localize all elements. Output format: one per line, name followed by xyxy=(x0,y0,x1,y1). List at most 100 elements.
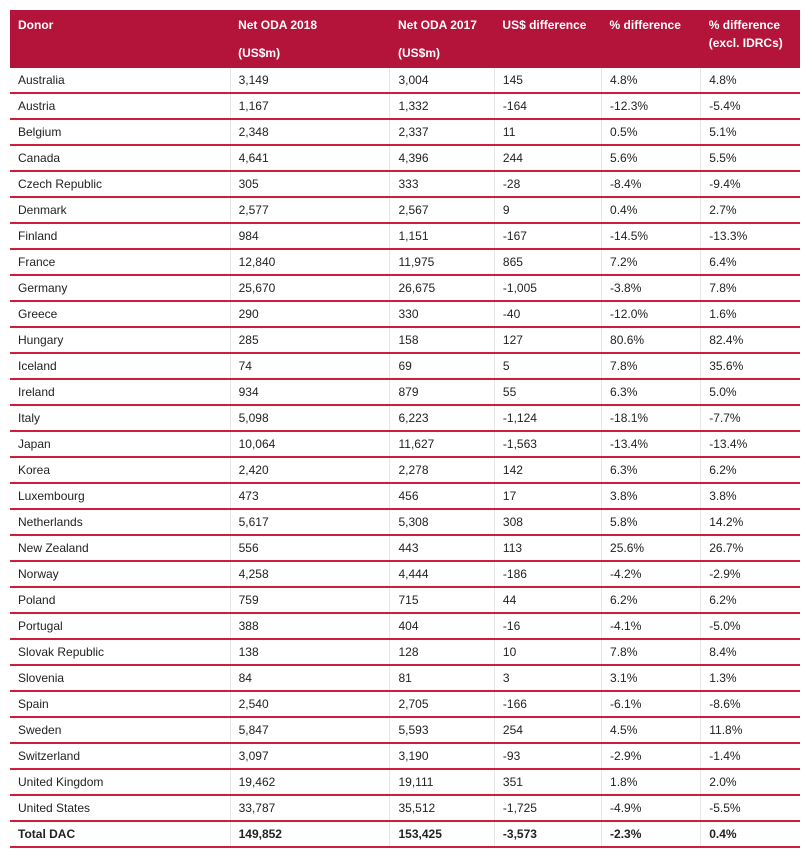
cell-value: 2,577 xyxy=(230,197,390,223)
table-row: Hungary28515812780.6%82.4% xyxy=(10,327,800,353)
cell-donor: Slovak Republic xyxy=(10,639,230,665)
cell-value: 4,444 xyxy=(390,561,494,587)
table-row: Poland759715446.2%6.2% xyxy=(10,587,800,613)
header-row: Donor Net ODA 2018 (US$m) Net ODA 2017 (… xyxy=(10,10,800,68)
cell-value: 330 xyxy=(390,301,494,327)
cell-donor: United Kingdom xyxy=(10,769,230,795)
cell-donor: Portugal xyxy=(10,613,230,639)
table-row: France12,84011,9758657.2%6.4% xyxy=(10,249,800,275)
table-row: Portugal388404-16-4.1%-5.0% xyxy=(10,613,800,639)
col-header-pct-diff: % difference xyxy=(602,10,701,68)
cell-value: -4.1% xyxy=(602,613,701,639)
cell-value: -5.0% xyxy=(701,613,800,639)
cell-donor: Canada xyxy=(10,145,230,171)
table-row: Iceland746957.8%35.6% xyxy=(10,353,800,379)
cell-value: 2,348 xyxy=(230,119,390,145)
cell-value: 2,567 xyxy=(390,197,494,223)
cell-value: 759 xyxy=(230,587,390,613)
col-header-donor: Donor xyxy=(10,10,230,68)
cell-value: -18.1% xyxy=(602,405,701,431)
col-label: % difference xyxy=(610,18,681,32)
cell-value: 7.2% xyxy=(602,249,701,275)
cell-value: 290 xyxy=(230,301,390,327)
cell-donor: France xyxy=(10,249,230,275)
cell-value: 3,004 xyxy=(390,68,494,93)
col-label: Net ODA 2017 xyxy=(398,18,477,32)
cell-value: 149,852 xyxy=(230,821,390,847)
table-row: Czech Republic305333-28-8.4%-9.4% xyxy=(10,171,800,197)
cell-value: 153,425 xyxy=(390,821,494,847)
cell-value: 3,190 xyxy=(390,743,494,769)
cell-value: 404 xyxy=(390,613,494,639)
cell-value: 1.3% xyxy=(701,665,800,691)
cell-value: 285 xyxy=(230,327,390,353)
cell-value: -3.8% xyxy=(602,275,701,301)
cell-value: -164 xyxy=(494,93,601,119)
cell-value: 35,512 xyxy=(390,795,494,821)
cell-value: 158 xyxy=(390,327,494,353)
cell-value: 351 xyxy=(494,769,601,795)
cell-value: 1,151 xyxy=(390,223,494,249)
cell-value: 6.2% xyxy=(701,457,800,483)
cell-value: -4.2% xyxy=(602,561,701,587)
col-header-pct-excl: % difference (excl. IDRCs) xyxy=(701,10,800,68)
table-row: Norway4,2584,444-186-4.2%-2.9% xyxy=(10,561,800,587)
col-label: Net ODA 2018 xyxy=(238,18,317,32)
cell-value: 7.8% xyxy=(701,275,800,301)
oda-table: Donor Net ODA 2018 (US$m) Net ODA 2017 (… xyxy=(10,10,800,848)
cell-value: 984 xyxy=(230,223,390,249)
cell-value: -1,124 xyxy=(494,405,601,431)
cell-donor: Belgium xyxy=(10,119,230,145)
table-row: Denmark2,5772,56790.4%2.7% xyxy=(10,197,800,223)
cell-value: 4.5% xyxy=(602,717,701,743)
cell-value: -4.9% xyxy=(602,795,701,821)
cell-value: 4.8% xyxy=(602,68,701,93)
cell-value: -6.1% xyxy=(602,691,701,717)
cell-value: 3.1% xyxy=(602,665,701,691)
table-row: Slovak Republic138128107.8%8.4% xyxy=(10,639,800,665)
cell-value: -28 xyxy=(494,171,601,197)
cell-donor: Iceland xyxy=(10,353,230,379)
cell-value: 254 xyxy=(494,717,601,743)
cell-value: 11,975 xyxy=(390,249,494,275)
table-row: Korea2,4202,2781426.3%6.2% xyxy=(10,457,800,483)
cell-value: 6.2% xyxy=(602,587,701,613)
cell-value: 69 xyxy=(390,353,494,379)
cell-value: 74 xyxy=(230,353,390,379)
col-header-2018: Net ODA 2018 (US$m) xyxy=(230,10,390,68)
cell-value: 80.6% xyxy=(602,327,701,353)
cell-value: 19,462 xyxy=(230,769,390,795)
cell-value: 4,396 xyxy=(390,145,494,171)
cell-value: 4,641 xyxy=(230,145,390,171)
cell-value: 145 xyxy=(494,68,601,93)
cell-value: 244 xyxy=(494,145,601,171)
cell-value: 6.2% xyxy=(701,587,800,613)
cell-value: 934 xyxy=(230,379,390,405)
cell-value: -186 xyxy=(494,561,601,587)
cell-value: -5.4% xyxy=(701,93,800,119)
cell-donor: Italy xyxy=(10,405,230,431)
table-row: Canada4,6414,3962445.6%5.5% xyxy=(10,145,800,171)
cell-value: 55 xyxy=(494,379,601,405)
cell-value: -1,563 xyxy=(494,431,601,457)
cell-value: 6,223 xyxy=(390,405,494,431)
cell-donor: Austria xyxy=(10,93,230,119)
col-label: % difference (excl. IDRCs) xyxy=(709,18,783,50)
total-row: Total DAC149,852153,425-3,573-2.3%0.4% xyxy=(10,821,800,847)
cell-value: 456 xyxy=(390,483,494,509)
table-row: Switzerland3,0973,190-93-2.9%-1.4% xyxy=(10,743,800,769)
table-row: Australia3,1493,0041454.8%4.8% xyxy=(10,68,800,93)
cell-value: 11.8% xyxy=(701,717,800,743)
cell-value: 5.1% xyxy=(701,119,800,145)
cell-donor: Ireland xyxy=(10,379,230,405)
cell-value: 1,332 xyxy=(390,93,494,119)
cell-value: 5,617 xyxy=(230,509,390,535)
cell-value: 443 xyxy=(390,535,494,561)
table-row: Japan10,06411,627-1,563-13.4%-13.4% xyxy=(10,431,800,457)
cell-value: -16 xyxy=(494,613,601,639)
col-header-2017: Net ODA 2017 (US$m) xyxy=(390,10,494,68)
cell-value: 84 xyxy=(230,665,390,691)
cell-value: -12.0% xyxy=(602,301,701,327)
cell-value: -167 xyxy=(494,223,601,249)
cell-value: 82.4% xyxy=(701,327,800,353)
